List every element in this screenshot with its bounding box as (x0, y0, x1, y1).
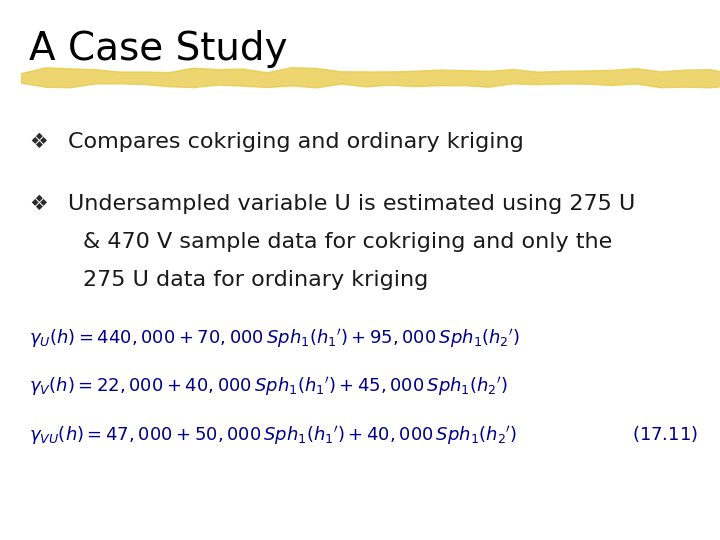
Text: ❖: ❖ (29, 194, 48, 214)
Text: A Case Study: A Case Study (29, 30, 287, 68)
Text: $(17.11)$: $(17.11)$ (632, 424, 698, 444)
Text: ❖: ❖ (29, 132, 48, 152)
Text: Compares cokriging and ordinary kriging: Compares cokriging and ordinary kriging (68, 132, 524, 152)
Text: Undersampled variable U is estimated using 275 U: Undersampled variable U is estimated usi… (68, 194, 636, 214)
Text: $\gamma_{V}(h) = 22,000 + 40,000\,Sph_1(h_1{}')+45,000\,Sph_1(h_2{}')$: $\gamma_{V}(h) = 22,000 + 40,000\,Sph_1(… (29, 375, 508, 399)
Text: $\gamma_{U}(h) = 440,000 + 70,000\,Sph_1(h_1{}')+95,000\,Sph_1(h_2{}')$: $\gamma_{U}(h) = 440,000 + 70,000\,Sph_1… (29, 327, 520, 350)
Text: $\gamma_{VU}(h) = 47,000 + 50,000\,Sph_1(h_1{}')+40,000\,Sph_1(h_2{}')$: $\gamma_{VU}(h) = 47,000 + 50,000\,Sph_1… (29, 424, 517, 447)
Polygon shape (22, 68, 720, 88)
Text: & 470 V sample data for cokriging and only the: & 470 V sample data for cokriging and on… (83, 232, 612, 252)
Text: 275 U data for ordinary kriging: 275 U data for ordinary kriging (83, 270, 428, 290)
